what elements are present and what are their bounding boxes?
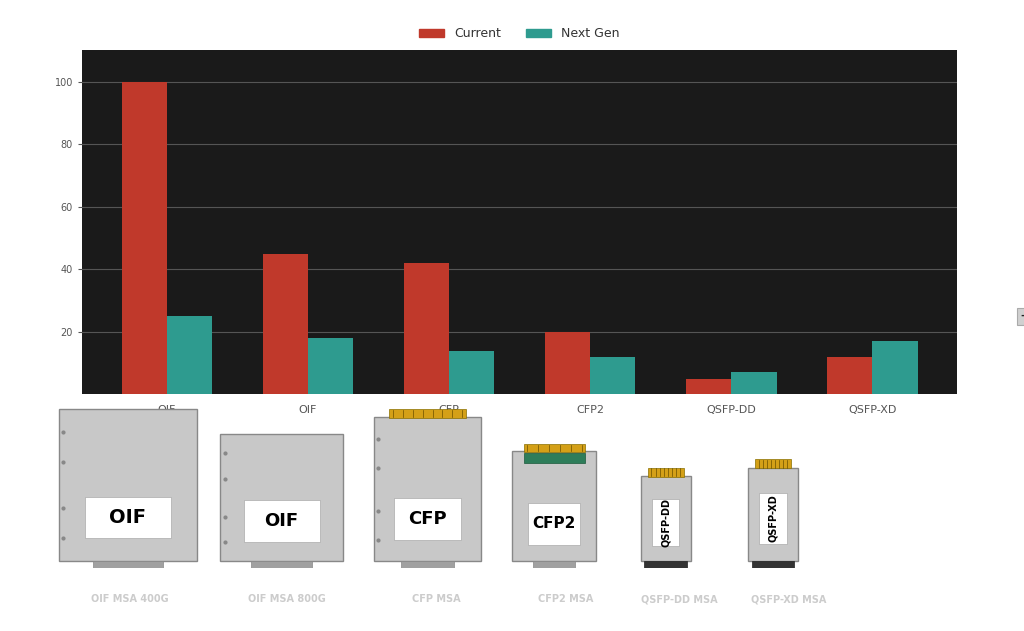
Bar xyxy=(644,561,687,573)
Bar xyxy=(731,372,776,394)
Text: -93%: -93% xyxy=(1021,311,1024,321)
Bar xyxy=(524,444,585,452)
Text: OIF: OIF xyxy=(264,512,299,530)
Text: CFP MSA: CFP MSA xyxy=(412,594,460,604)
Bar xyxy=(251,561,312,570)
Bar xyxy=(93,561,163,570)
FancyBboxPatch shape xyxy=(220,434,343,561)
Bar xyxy=(122,82,167,394)
Bar xyxy=(524,453,585,463)
Text: CFP: CFP xyxy=(409,510,446,528)
FancyBboxPatch shape xyxy=(749,468,798,561)
FancyBboxPatch shape xyxy=(528,503,581,545)
Bar xyxy=(827,357,872,394)
FancyBboxPatch shape xyxy=(85,497,171,538)
Text: QSFP-XD: QSFP-XD xyxy=(768,495,778,543)
Bar xyxy=(534,561,575,570)
Text: OIF MSA 400G: OIF MSA 400G xyxy=(91,594,169,604)
Bar xyxy=(263,254,308,394)
Bar xyxy=(308,338,353,394)
Text: QSFP-XD MSA: QSFP-XD MSA xyxy=(752,594,826,604)
Text: QSFP-DD MSA: QSFP-DD MSA xyxy=(641,594,718,604)
FancyBboxPatch shape xyxy=(641,476,690,561)
Bar xyxy=(167,316,212,394)
Text: OIF MSA 800G: OIF MSA 800G xyxy=(248,594,326,604)
FancyBboxPatch shape xyxy=(394,498,461,540)
Bar xyxy=(400,561,455,570)
Bar xyxy=(647,468,684,477)
FancyBboxPatch shape xyxy=(374,418,481,561)
FancyBboxPatch shape xyxy=(59,409,197,561)
Bar xyxy=(545,332,590,394)
Bar xyxy=(403,263,450,394)
Bar xyxy=(752,561,795,573)
Bar xyxy=(760,493,786,545)
FancyBboxPatch shape xyxy=(244,500,319,542)
Bar xyxy=(389,409,466,418)
Bar xyxy=(755,459,792,468)
Text: OIF: OIF xyxy=(110,508,146,527)
Text: CFP2: CFP2 xyxy=(532,516,575,531)
Bar xyxy=(652,499,679,546)
Bar xyxy=(686,379,731,394)
Text: CFP2 MSA: CFP2 MSA xyxy=(538,594,593,604)
Bar xyxy=(590,357,636,394)
FancyBboxPatch shape xyxy=(512,451,596,561)
Bar xyxy=(450,351,495,394)
Text: QSFP-DD: QSFP-DD xyxy=(660,498,671,547)
Bar xyxy=(872,341,918,394)
Legend: Current, Next Gen: Current, Next Gen xyxy=(415,22,625,45)
